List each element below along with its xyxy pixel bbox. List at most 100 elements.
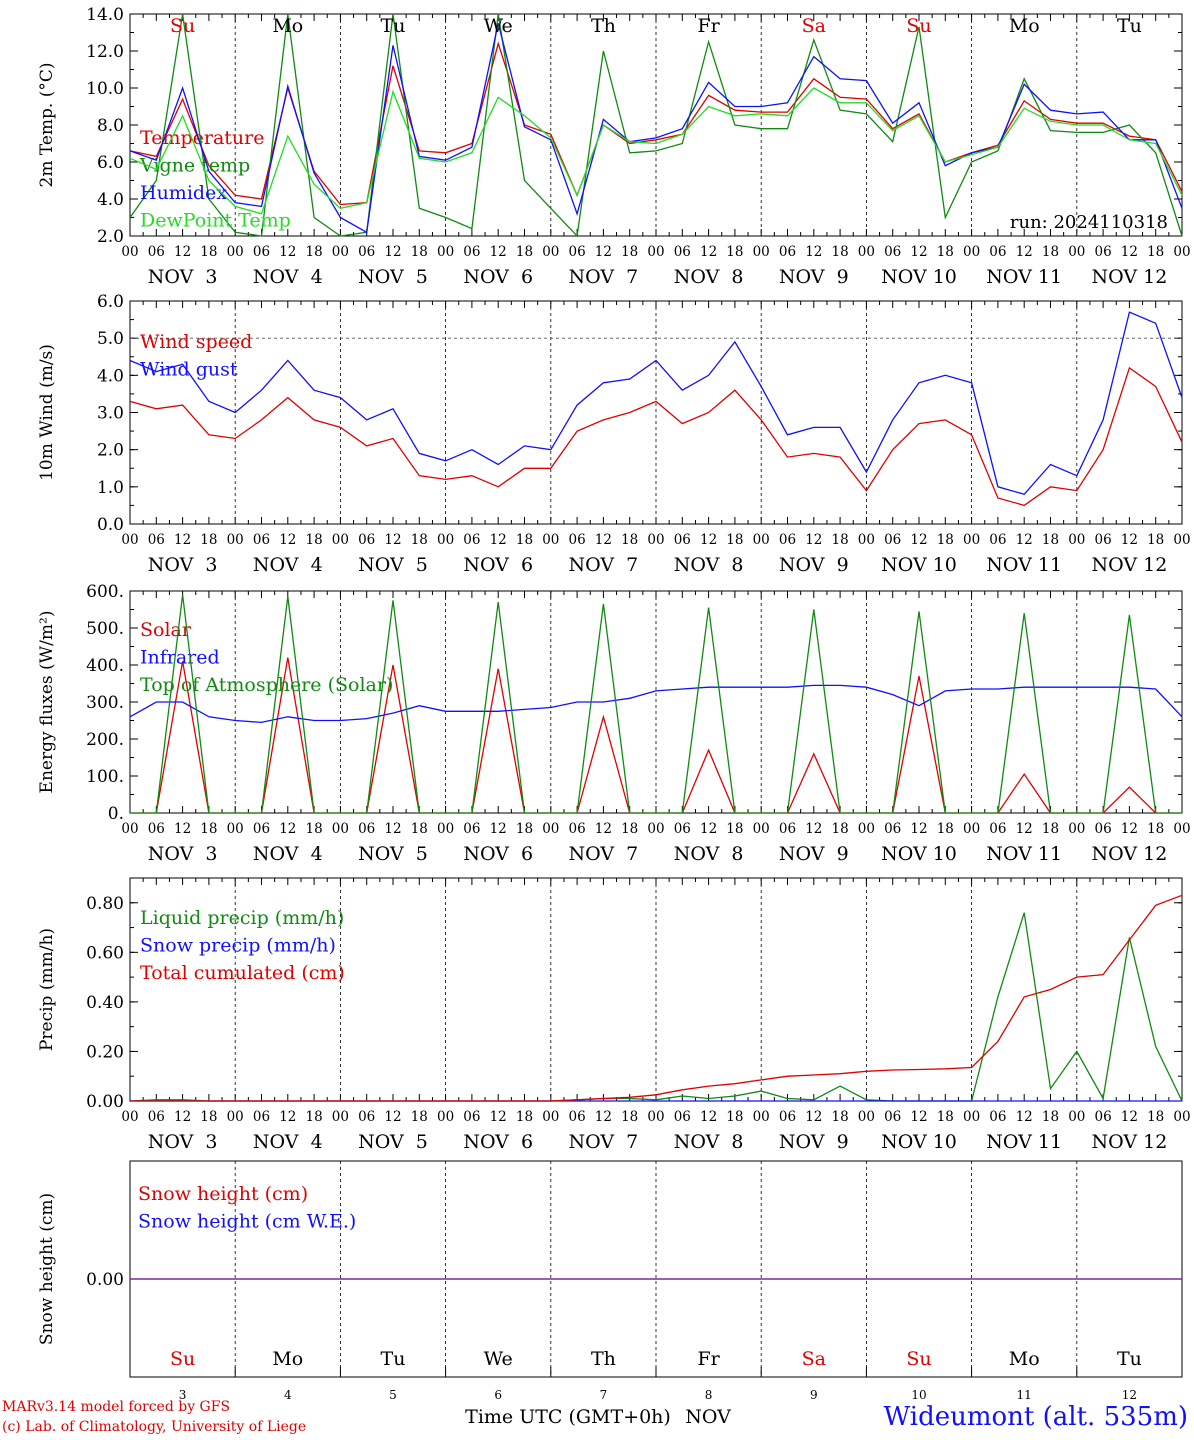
weekday-label: We bbox=[484, 1348, 513, 1370]
x-hour-label: 00 bbox=[647, 1109, 664, 1125]
x-hour-label: 12 bbox=[384, 1109, 401, 1125]
x-hour-label: 00 bbox=[121, 1109, 138, 1125]
x-hour-label: 12 bbox=[805, 1109, 822, 1125]
x-day-number: 9 bbox=[810, 1388, 818, 1402]
x-day-label: NOV 9 bbox=[779, 1131, 849, 1153]
y-tick-label: 1.0 bbox=[97, 478, 124, 498]
x-hour-label: 00 bbox=[753, 532, 770, 548]
x-hour-label: 12 bbox=[700, 532, 717, 548]
y-tick-label: 12.0 bbox=[86, 42, 124, 62]
x-hour-label: 00 bbox=[963, 1109, 980, 1125]
series-line-3 bbox=[130, 594, 1182, 814]
x-hour-label: 18 bbox=[411, 821, 428, 837]
x-hour-label: 00 bbox=[647, 532, 664, 548]
x-hour-label: 06 bbox=[779, 244, 796, 260]
legend-entry: Humidex bbox=[140, 182, 227, 204]
weekday-label: Su bbox=[170, 1348, 195, 1370]
x-day-label: NOV 12 bbox=[1091, 554, 1167, 576]
x-hour-label: 06 bbox=[569, 244, 586, 260]
x-hour-label: 00 bbox=[227, 1109, 244, 1125]
legend-entry: Wind speed bbox=[140, 331, 252, 353]
x-hour-label: 12 bbox=[174, 244, 191, 260]
x-hour-label: 18 bbox=[726, 532, 743, 548]
x-hour-label: 12 bbox=[384, 532, 401, 548]
x-hour-label: 18 bbox=[726, 1109, 743, 1125]
y-tick-label: 600. bbox=[86, 582, 124, 602]
x-day-label: NOV 3 bbox=[148, 843, 218, 865]
x-hour-label: 00 bbox=[1068, 1109, 1085, 1125]
weekday-label: Tu bbox=[381, 15, 406, 37]
x-day-label: NOV 7 bbox=[569, 1131, 639, 1153]
y-tick-label: 0. bbox=[108, 804, 124, 824]
x-hour-label: 18 bbox=[1042, 532, 1059, 548]
x-hour-label: 12 bbox=[1016, 244, 1033, 260]
weekday-label: Th bbox=[591, 1348, 616, 1370]
x-hour-label: 18 bbox=[200, 532, 217, 548]
x-day-label: NOV 11 bbox=[986, 266, 1062, 288]
x-hour-label: 06 bbox=[463, 244, 480, 260]
x-hour-label: 18 bbox=[411, 532, 428, 548]
weekday-label: Fr bbox=[697, 1348, 720, 1370]
x-day-label: NOV 12 bbox=[1091, 266, 1167, 288]
series-line-1 bbox=[129, 366, 1183, 507]
x-hour-label: 06 bbox=[779, 532, 796, 548]
x-hour-label: 00 bbox=[858, 244, 875, 260]
panel-4: 0.00 0.20 0.40 0.60 0.80 Precip (mm/h) Liquid … bbox=[37, 877, 1191, 1153]
x-hour-label: 00 bbox=[1173, 244, 1190, 260]
y-tick-label: 8.0 bbox=[97, 116, 124, 136]
weekday-label: Mo bbox=[1009, 15, 1040, 37]
weekday-label: Su bbox=[906, 15, 931, 37]
x-hour-label: 18 bbox=[621, 821, 638, 837]
x-hour-label: 18 bbox=[1147, 244, 1164, 260]
x-hour-label: 06 bbox=[884, 244, 901, 260]
station-title: Wideumont (alt. 535m) bbox=[883, 1402, 1188, 1432]
x-hour-label: 12 bbox=[910, 532, 927, 548]
x-hour-label: 18 bbox=[516, 532, 533, 548]
weekday-label: Mo bbox=[272, 1348, 303, 1370]
x-hour-label: 18 bbox=[306, 244, 323, 260]
x-hour-label: 06 bbox=[253, 1109, 270, 1125]
y-tick-label: 0.40 bbox=[86, 993, 124, 1013]
series-line-4 bbox=[129, 87, 1183, 215]
x-hour-label: 12 bbox=[174, 1109, 191, 1125]
x-hour-label: 00 bbox=[963, 821, 980, 837]
x-day-number: 11 bbox=[1017, 1388, 1032, 1402]
legend-entry: Snow precip (mm/h) bbox=[140, 935, 336, 957]
x-hour-label: 00 bbox=[227, 244, 244, 260]
x-hour-label: 12 bbox=[1121, 821, 1138, 837]
x-hour-label: 06 bbox=[674, 244, 691, 260]
x-hour-label: 06 bbox=[1095, 532, 1112, 548]
x-day-label: NOV 9 bbox=[779, 554, 849, 576]
x-hour-label: 18 bbox=[621, 244, 638, 260]
legend-entry: Top of Atmosphere (Solar) bbox=[140, 674, 393, 696]
series-line-2 bbox=[129, 311, 1183, 496]
y-axis-title: Energy fluxes (W/m²) bbox=[37, 611, 57, 794]
x-hour-label: 12 bbox=[384, 244, 401, 260]
weekday-label: Tu bbox=[381, 1348, 406, 1370]
x-hour-label: 12 bbox=[490, 1109, 507, 1125]
y-tick-label: 4.0 bbox=[97, 190, 124, 210]
x-hour-label: 00 bbox=[332, 821, 349, 837]
x-hour-label: 06 bbox=[674, 1109, 691, 1125]
x-day-label: NOV 3 bbox=[148, 266, 218, 288]
x-day-number: 10 bbox=[911, 1388, 926, 1402]
x-hour-label: 06 bbox=[779, 1109, 796, 1125]
x-hour-label: 06 bbox=[358, 244, 375, 260]
x-day-label: NOV 5 bbox=[358, 843, 428, 865]
x-day-label: NOV 10 bbox=[881, 843, 957, 865]
x-hour-label: 00 bbox=[858, 1109, 875, 1125]
x-hour-label: 00 bbox=[1173, 821, 1190, 837]
x-day-label: NOV 9 bbox=[779, 266, 849, 288]
x-hour-label: 00 bbox=[858, 532, 875, 548]
x-day-label: NOV 12 bbox=[1091, 1131, 1167, 1153]
legend-entry: DewPoint Temp bbox=[140, 210, 291, 232]
x-hour-label: 18 bbox=[200, 244, 217, 260]
x-hour-label: 00 bbox=[1068, 244, 1085, 260]
x-hour-label: 12 bbox=[384, 821, 401, 837]
x-hour-label: 06 bbox=[674, 532, 691, 548]
x-hour-label: 06 bbox=[253, 244, 270, 260]
x-hour-label: 00 bbox=[121, 244, 138, 260]
credit-line-2: (c) Lab. of Climatology, University of L… bbox=[2, 1419, 307, 1435]
weekday-label: We bbox=[484, 15, 513, 37]
y-tick-label: 100. bbox=[86, 767, 124, 787]
